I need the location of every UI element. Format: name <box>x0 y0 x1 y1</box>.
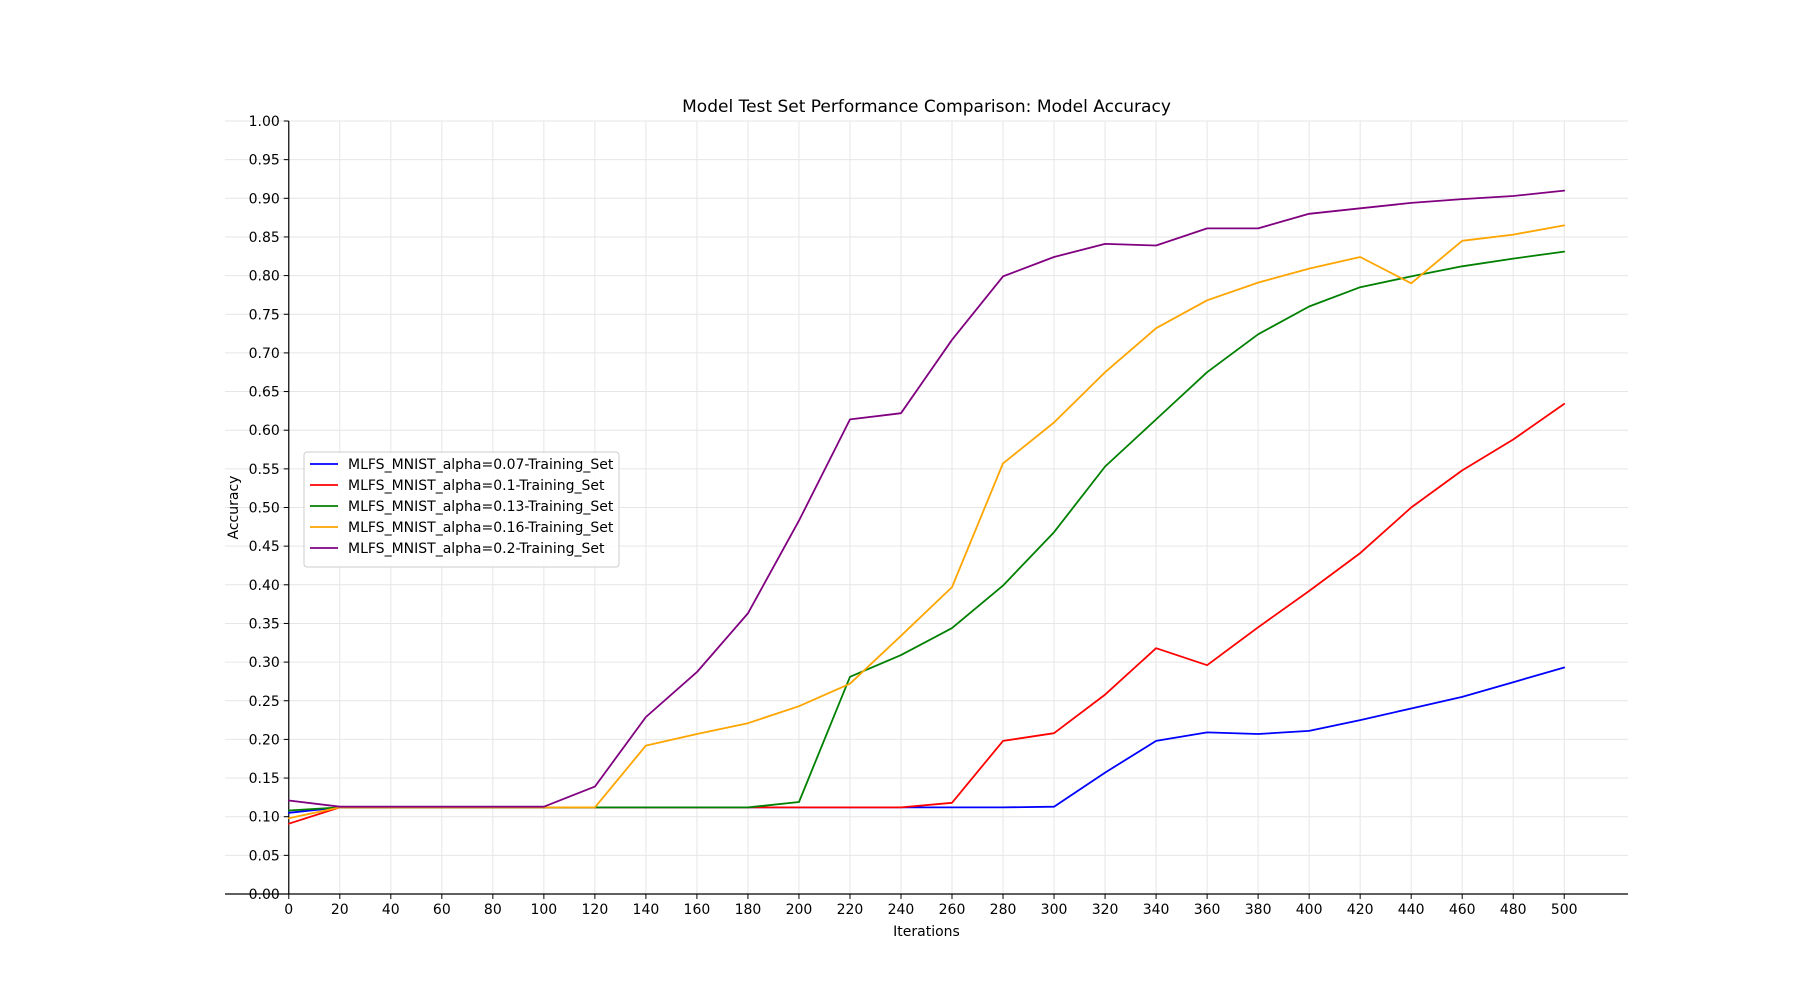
x-tick-label: 500 <box>1551 902 1578 918</box>
y-tick-label: 0.20 <box>249 732 280 748</box>
x-tick-label: 440 <box>1398 902 1425 918</box>
legend: MLFS_MNIST_alpha=0.07-Training_Set MLFS_M… <box>303 451 620 568</box>
tick-labels: 0 20 40 60 80 100 120 140 160 180 200 220 240 260 280 3… <box>249 114 1578 918</box>
x-tick-label: 140 <box>633 902 660 918</box>
legend-label-2: MLFS_MNIST_alpha=0.13-Training_Set <box>348 499 614 515</box>
legend-label-3: MLFS_MNIST_alpha=0.16-Training_Set <box>348 520 614 536</box>
y-tick-label: 0.80 <box>249 269 280 285</box>
y-tick-label: 0.50 <box>249 501 280 517</box>
x-tick-label: 380 <box>1245 902 1272 918</box>
y-tick-label: 0.70 <box>249 346 280 362</box>
x-tick-label: 20 <box>331 902 349 918</box>
y-tick-label: 0.40 <box>249 578 280 594</box>
y-tick-label: 0.10 <box>249 810 280 826</box>
x-tick-label: 400 <box>1296 902 1323 918</box>
x-tick-label: 120 <box>582 902 609 918</box>
y-tick-label: 0.35 <box>249 616 280 632</box>
x-tick-label: 0 <box>284 902 293 918</box>
y-tick-label: 0.55 <box>249 462 280 478</box>
y-axis-label: Accuracy <box>226 476 242 540</box>
series-group <box>287 189 1566 825</box>
x-tick-label: 200 <box>786 902 813 918</box>
y-tick-label: 0.15 <box>249 771 280 787</box>
x-tick-label: 240 <box>888 902 915 918</box>
legend-label-0: MLFS_MNIST_alpha=0.07-Training_Set <box>348 457 614 473</box>
y-tick-label: 1.00 <box>249 114 280 130</box>
x-tick-label: 460 <box>1449 902 1476 918</box>
x-tick-label: 480 <box>1500 902 1527 918</box>
x-tick-label: 320 <box>1092 902 1119 918</box>
legend-label-4: MLFS_MNIST_alpha=0.2-Training_Set <box>348 541 605 557</box>
x-tick-label: 260 <box>939 902 966 918</box>
y-tick-label: 0.65 <box>249 385 280 401</box>
y-tick-label: 0.45 <box>249 539 280 555</box>
x-tick-label: 280 <box>990 902 1017 918</box>
x-axis-label: Iterations <box>893 924 960 940</box>
legend-box <box>303 451 620 568</box>
y-tick-label: 0.85 <box>249 230 280 246</box>
x-tick-label: 160 <box>684 902 711 918</box>
x-tick-label: 40 <box>382 902 400 918</box>
y-tick-label: 0.90 <box>249 191 280 207</box>
x-tick-label: 300 <box>1041 902 1068 918</box>
y-tick-label: 0.00 <box>249 887 280 903</box>
x-tick-label: 420 <box>1347 902 1374 918</box>
y-tick-label: 0.25 <box>249 694 280 710</box>
y-tick-label: 0.60 <box>249 423 280 439</box>
grid <box>225 120 1628 895</box>
x-tick-label: 80 <box>484 902 502 918</box>
x-tick-label: 360 <box>1194 902 1221 918</box>
x-tick-label: 60 <box>433 902 451 918</box>
x-tick-label: 340 <box>1143 902 1170 918</box>
y-tick-label: 0.30 <box>249 655 280 671</box>
x-tick-label: 220 <box>837 902 864 918</box>
y-tick-label: 0.05 <box>249 848 280 864</box>
x-tick-label: 180 <box>735 902 762 918</box>
chart-title: Model Test Set Performance Comparison: M… <box>682 97 1171 117</box>
legend-label-1: MLFS_MNIST_alpha=0.1-Training_Set <box>348 478 605 494</box>
x-tick-label: 100 <box>530 902 557 918</box>
series-line-0 <box>287 666 1566 814</box>
y-tick-label: 0.75 <box>249 307 280 323</box>
series-line-4 <box>287 189 1566 808</box>
y-tick-label: 0.95 <box>249 153 280 169</box>
